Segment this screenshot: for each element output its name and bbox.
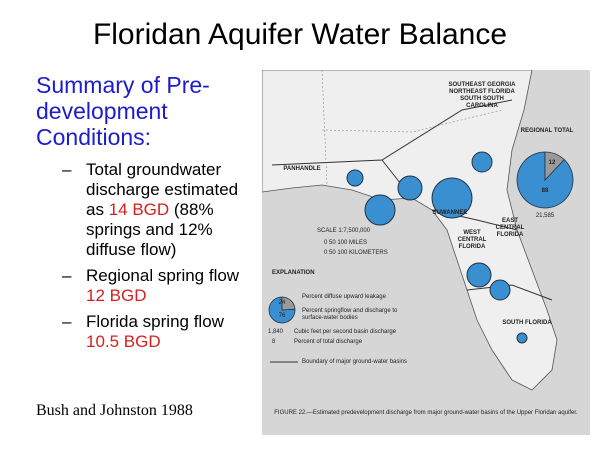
pie-value: 76 [278,313,286,319]
scale-label: 0 50 100 MILES [324,240,368,246]
basin-boundary [271,99,553,301]
region-label: SOUTH FLORIDA [502,320,552,326]
basin-circle [489,279,511,301]
bullet-text: (88% springs and 12% diffuse flow) [86,200,214,259]
region-label: SUWANNEE [432,210,468,216]
pie-diffuse [544,151,565,182]
bullet: Regional spring flow 12 BGD [62,266,252,306]
scale-label: 0 50 100 KILOMETERS [324,250,388,256]
bullet: Florida spring flow 10.5 BGD [62,312,252,352]
heading: Summary of Pre-development Conditions: [36,72,210,150]
basin-circle [364,194,396,226]
basin-circle [346,169,364,187]
pie-value: 24 [278,300,286,306]
basin-circle [397,175,423,201]
region-label: WEST CENTRAL FLORIDA [457,230,487,250]
legend-item: Percent diffuse upward leakage [302,294,386,300]
highlight-text: 14 BGD [108,200,170,219]
basin-circle [466,262,492,288]
scale-label: SCALE 1:7,500,000 [317,228,371,234]
bullet-list: Total groundwater discharge estimated as… [62,160,252,358]
map-figure: PANHANDLE SOUTHEAST GEORGIA NORTHEAST FLO… [262,70,590,435]
basin-circle [471,151,493,173]
legend-item: Percent springflow and discharge to surf… [302,308,398,321]
legend-item: Cubic feet per second basin discharge [294,329,397,335]
pie-diffuse [281,296,296,311]
highlight-text: 10.5 BGD [86,332,161,351]
region-label: SOUTHEAST GEORGIA NORTHEAST FLORIDA SOUT… [448,82,516,109]
slide-title: Floridan Aquifer Water Balance [92,18,508,51]
map [262,70,574,391]
bullet-text: Total groundwater discharge estimated as [86,160,239,219]
state-line [321,70,503,186]
bullet-text: Florida spring flow [86,312,224,331]
basin-circle [431,177,473,219]
regional-total-label: REGIONAL TOTAL [520,128,574,134]
legend-value: 1,840 [268,329,284,335]
highlight-text: 12 BGD [86,286,147,305]
bullet-text: Regional spring flow [86,266,240,285]
legend-item: Percent of total discharge [294,339,363,345]
pie-value: 12 [548,160,556,166]
region-label: PANHANDLE [283,166,321,172]
citation: Bush and Johnston 1988 [36,402,193,419]
land [262,70,558,391]
region-label: EAST CENTRAL FLORIDA [495,218,525,238]
discharge-label: 21,585 [535,213,555,219]
legend-value: 8 [272,339,276,345]
bullet: Total groundwater discharge estimated as… [62,160,252,260]
legend-item: Boundary of major ground-water basins [302,359,408,365]
figure-caption: FIGURE 22.—Estimated predevelopment disc… [274,410,578,416]
legend-title: EXPLANATION [272,270,315,276]
basin-circle [516,332,528,344]
pie-value: 88 [541,188,549,194]
